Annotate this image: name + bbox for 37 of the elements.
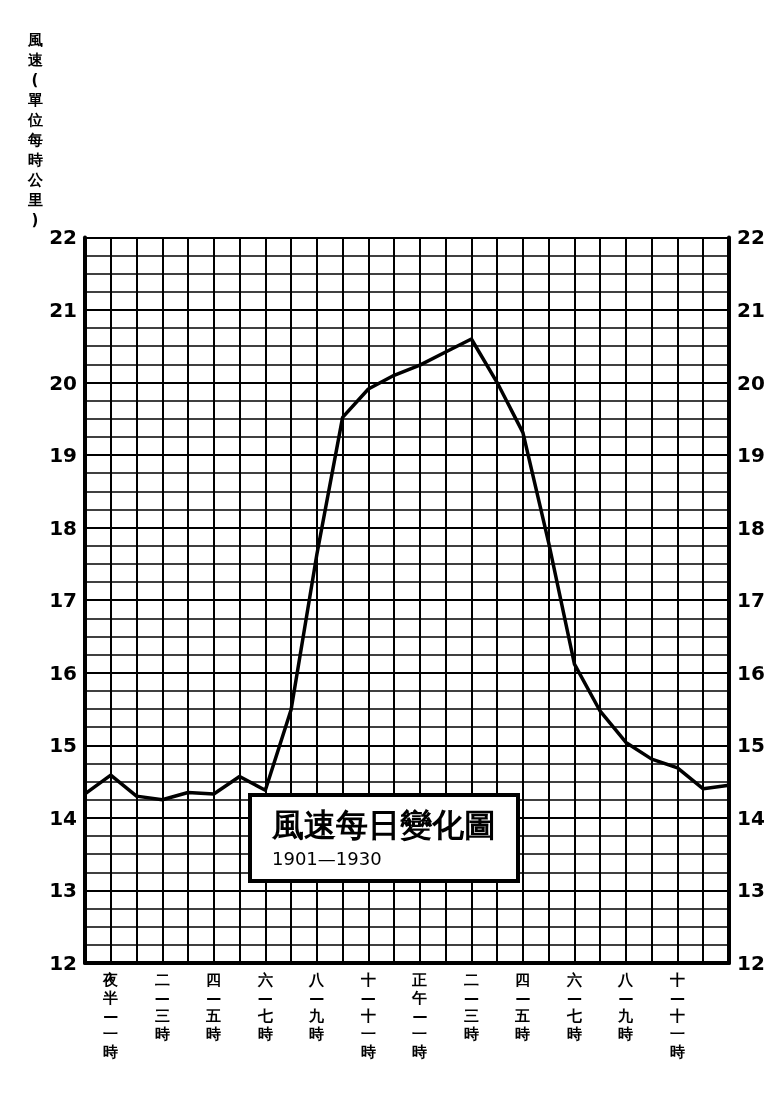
y-tick-label: 19 [49, 443, 77, 468]
x-tick-label: 八—九時 [617, 971, 635, 1043]
y-tick-label: 14 [49, 805, 77, 830]
x-tick-label: 二—三時 [154, 971, 170, 1043]
y-tick-label: 12 [49, 951, 77, 975]
y2-tick-label: 21 [737, 297, 765, 322]
y2-tick-label: 15 [737, 733, 765, 758]
y-tick-label: 17 [49, 588, 77, 613]
y-tick-label: 20 [49, 370, 77, 395]
x-tick-label: 八—九時 [308, 971, 326, 1043]
y-tick-label: 13 [49, 878, 77, 903]
x-tick-label: 十—十一時 [359, 971, 376, 1061]
y-tick-label: 18 [49, 515, 77, 540]
text: 風速(單位每時公里) [27, 31, 43, 229]
x-tick-label: 十—十一時 [668, 971, 685, 1061]
y-tick-label: 16 [49, 660, 77, 685]
y2-tick-label: 22 [737, 225, 765, 250]
text: 風速每日變化圖 [271, 806, 496, 844]
y-tick-label: 21 [49, 297, 77, 322]
y-tick-label: 15 [49, 733, 77, 758]
y2-tick-label: 18 [737, 515, 765, 540]
x-tick-label: 二—三時 [463, 971, 479, 1043]
x-tick-label: 四—五時 [205, 971, 222, 1043]
y2-tick-label: 19 [737, 443, 765, 468]
y2-tick-label: 16 [737, 660, 765, 685]
y2-tick-label: 17 [737, 588, 765, 613]
x-tick-label: 四—五時 [514, 971, 531, 1043]
x-tick-label: 夜半—一時 [102, 971, 120, 1061]
y-tick-label: 22 [49, 225, 77, 250]
y2-tick-label: 13 [737, 878, 765, 903]
y2-tick-label: 12 [737, 951, 765, 975]
text: 1901—1930 [272, 847, 382, 869]
x-tick-label: 正午—一時 [411, 971, 428, 1061]
y2-tick-label: 14 [737, 805, 765, 830]
y2-tick-label: 20 [737, 370, 765, 395]
x-tick-label: 六—七時 [256, 971, 273, 1043]
x-tick-label: 六—七時 [565, 971, 582, 1043]
